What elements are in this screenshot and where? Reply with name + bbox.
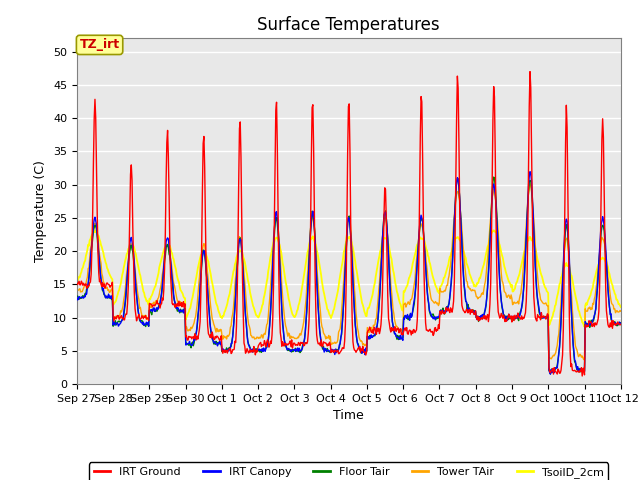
Floor Tair [223,345,230,351]
Legend: IRT Ground, IRT Canopy, Floor Tair, Tower TAir, TsoilD_2cm: IRT Ground, IRT Canopy, Floor Tair, Towe… [89,462,609,480]
Text: TZ_irt: TZ_irt [79,38,120,51]
Tower TAir [431,300,438,306]
Floor Tair [83,286,90,292]
TsoilD_2cm [580,324,588,330]
IRT Ground [223,348,230,354]
TsoilD_2cm [431,280,438,286]
X-axis label: Time: Time [333,409,364,422]
Line: IRT Ground: IRT Ground [77,72,621,376]
Tower TAir [194,293,202,299]
TsoilD_2cm [223,303,230,309]
Tower TAir [526,181,534,187]
IRT Canopy [415,234,422,240]
Line: IRT Canopy: IRT Canopy [77,172,621,374]
IRT Ground [617,322,625,327]
Floor Tair [431,314,438,320]
IRT Ground [73,280,81,286]
IRT Canopy [547,371,554,377]
Floor Tair [617,321,625,326]
IRT Ground [431,325,438,331]
IRT Ground [415,259,422,265]
Tower TAir [139,314,147,320]
IRT Ground [194,336,202,342]
Tower TAir [415,234,422,240]
IRT Ground [526,69,534,74]
Floor Tair [139,319,147,324]
IRT Canopy [526,169,534,175]
Floor Tair [490,174,497,180]
TsoilD_2cm [73,279,81,285]
Floor Tair [73,294,81,300]
Tower TAir [83,277,90,283]
Tower TAir [617,308,625,314]
IRT Ground [139,314,147,320]
TsoilD_2cm [194,265,202,271]
IRT Canopy [223,348,230,354]
TsoilD_2cm [83,251,90,256]
Tower TAir [223,336,230,342]
IRT Canopy [617,320,625,326]
IRT Ground [579,373,586,379]
Floor Tair [547,371,554,377]
IRT Canopy [83,291,90,297]
Tower TAir [580,357,588,362]
TsoilD_2cm [490,228,497,233]
IRT Canopy [139,321,147,327]
Floor Tair [415,237,422,243]
TsoilD_2cm [617,304,625,310]
Y-axis label: Temperature (C): Temperature (C) [35,160,47,262]
IRT Canopy [73,294,81,300]
Line: Tower TAir: Tower TAir [77,184,621,360]
Line: TsoilD_2cm: TsoilD_2cm [77,230,621,327]
Line: Floor Tair: Floor Tair [77,177,621,374]
IRT Canopy [431,314,438,320]
Floor Tair [194,316,202,322]
IRT Canopy [194,313,202,319]
Title: Surface Temperatures: Surface Temperatures [257,16,440,34]
IRT Ground [83,285,90,291]
Tower TAir [73,289,81,295]
TsoilD_2cm [139,285,147,290]
TsoilD_2cm [415,237,422,242]
